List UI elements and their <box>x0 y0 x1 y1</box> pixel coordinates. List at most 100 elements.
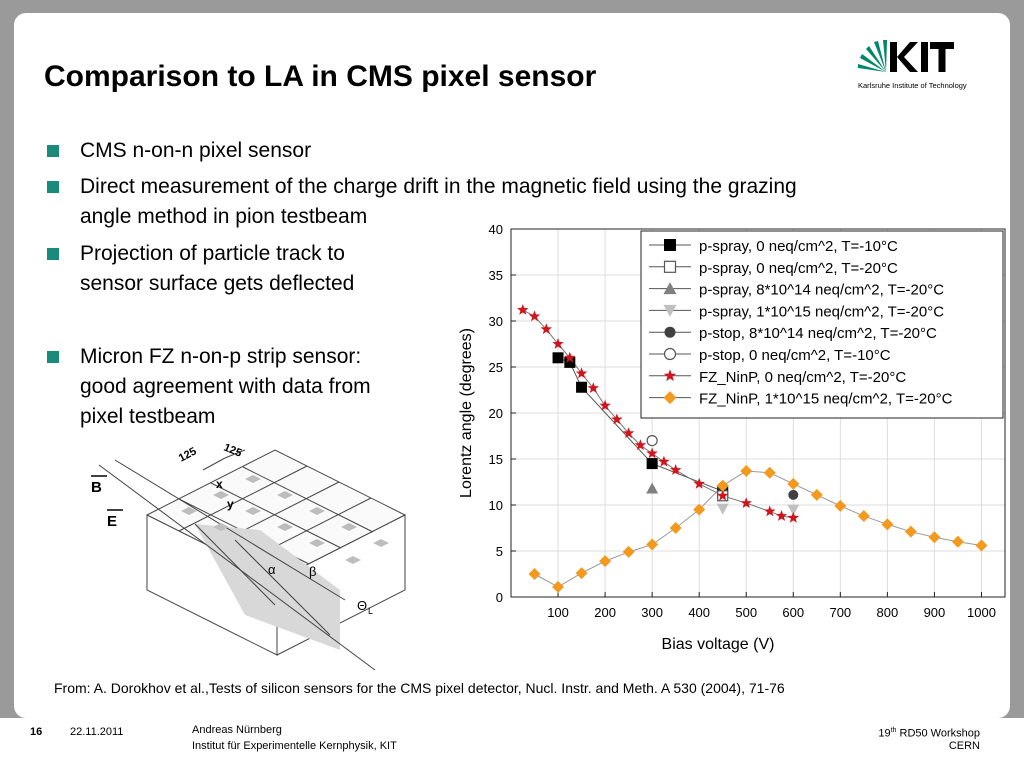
y-tick-label: 10 <box>489 498 503 513</box>
footer-institute: Institut für Experimentelle Kernphysik, … <box>192 740 397 752</box>
data-point <box>788 489 799 500</box>
bullet-marker <box>47 145 59 157</box>
e-field-label: E <box>107 513 117 530</box>
data-point <box>599 399 611 411</box>
x-tick-label: 700 <box>829 605 851 620</box>
footer-date: 22.11.2011 <box>70 726 124 738</box>
bullet-marker <box>47 181 59 193</box>
legend-label: p-spray, 8*10^14 neq/cm^2, T=-20°C <box>699 282 944 299</box>
y-tick-label: 0 <box>496 590 503 605</box>
data-point <box>575 367 588 379</box>
data-point <box>716 479 729 492</box>
y-tick-label: 15 <box>489 452 503 467</box>
data-point <box>576 381 588 393</box>
data-point <box>528 310 541 322</box>
legend-label: p-spray, 0 neq/cm^2, T=-20°C <box>699 260 898 277</box>
page-title: Comparison to LA in CMS pixel sensor <box>44 60 597 93</box>
data-point <box>634 439 647 451</box>
data-point <box>834 499 847 512</box>
data-point <box>599 555 612 568</box>
data-point <box>646 435 658 447</box>
footer: 16 22.11.2011 Andreas Nürnberg Institut … <box>0 718 1024 768</box>
data-point <box>693 503 706 516</box>
citation: From: A. Dorokhov et al.,Tests of silico… <box>54 680 785 696</box>
legend-marker <box>663 391 677 405</box>
legend-marker <box>663 282 677 295</box>
data-point <box>622 545 635 558</box>
legend-label: p-spray, 1*10^15 neq/cm^2, T=-20°C <box>699 303 944 320</box>
x-tick-label: 1000 <box>967 605 996 620</box>
data-point <box>646 458 658 470</box>
lorentz-angle-chart: 100 200 300 400 500 600 700 800 900 1000 0 5 10 15 20 2… <box>455 218 1010 658</box>
legend-marker <box>663 347 677 361</box>
bullet-marker <box>47 351 59 363</box>
legend-label: p-spray, 0 neq/cm^2, T=-10°C <box>699 238 898 255</box>
x-tick-label: 100 <box>547 605 569 620</box>
x-tick-label: 500 <box>735 605 757 620</box>
y-tick-label: 25 <box>489 360 503 375</box>
dim-label: 125 <box>177 445 199 464</box>
data-point <box>716 503 729 515</box>
data-point <box>975 539 988 552</box>
x-tick-label: 900 <box>924 605 946 620</box>
data-point <box>575 567 588 580</box>
bullet-text: CMS n-on-n pixel sensor <box>80 139 312 162</box>
legend-label: p-stop, 0 neq/cm^2, T=-10°C <box>699 347 891 364</box>
data-point <box>622 427 635 439</box>
data-point <box>764 505 776 517</box>
axis-x-label: x <box>216 477 223 491</box>
data-point <box>928 531 941 544</box>
data-point <box>881 518 894 531</box>
x-tick-label: 200 <box>594 605 616 620</box>
data-point <box>951 535 964 548</box>
chart-svg: 100 200 300 400 500 600 700 800 900 1000 0 5 10 15 20 2… <box>458 222 1006 653</box>
data-point <box>787 477 800 490</box>
legend-marker <box>663 260 677 273</box>
bullet-marker <box>47 248 59 260</box>
bullet-text: Micron FZ n-on-p strip sensor: good agre… <box>80 345 371 428</box>
data-point <box>775 510 788 521</box>
axis-y-label: y <box>227 497 234 511</box>
legend-marker <box>664 239 676 251</box>
x-tick-label: 300 <box>641 605 663 620</box>
data-point <box>787 511 799 523</box>
footer-venue: CERN <box>948 740 980 752</box>
bullet-text: Direct measurement of the charge drift i… <box>80 175 797 228</box>
alpha-label: α <box>268 562 276 577</box>
data-point <box>552 352 564 364</box>
data-point <box>646 538 659 551</box>
y-tick-label: 20 <box>489 406 503 421</box>
data-point <box>646 482 659 494</box>
legend-label: FZ_NinP, 1*10^15 neq/cm^2, T=-20°C <box>699 391 953 408</box>
legend-label: p-stop, 8*10^14 neq/cm^2, T=-20°C <box>699 325 937 342</box>
legend-label: FZ_NinP, 0 neq/cm^2, T=-20°C <box>699 369 906 386</box>
logo-subtitle: Karlsruhe Institute of Technology <box>858 81 967 90</box>
legend-box <box>640 230 1004 419</box>
bullet-text: Projection of particle track to sensor s… <box>80 242 355 295</box>
data-point <box>693 477 705 489</box>
x-axis-label: Bias voltage (V) <box>662 636 775 653</box>
legend-marker <box>663 369 677 382</box>
data-point <box>904 525 917 538</box>
y-axis-label: Lorentz angle (degrees) <box>458 328 475 498</box>
theta-sub-label: L <box>368 606 373 616</box>
data-point <box>857 510 870 523</box>
data-point <box>670 464 682 475</box>
x-tick-label: 400 <box>688 605 710 620</box>
data-point <box>552 580 565 593</box>
sensor-diagram: 125 125 x y B E α β Θ L <box>91 442 407 671</box>
data-point <box>787 504 800 516</box>
data-point <box>740 464 753 477</box>
data-point <box>717 489 729 501</box>
y-tick-label: 35 <box>489 268 503 283</box>
data-point <box>587 382 599 393</box>
dim-label: 125 <box>222 442 244 460</box>
series-line-7 <box>534 470 982 588</box>
theta-label: Θ <box>357 598 367 613</box>
data-point <box>540 323 552 335</box>
data-point <box>646 447 658 459</box>
b-field-label: B <box>91 479 102 496</box>
data-point <box>611 413 623 425</box>
data-point <box>517 304 529 315</box>
